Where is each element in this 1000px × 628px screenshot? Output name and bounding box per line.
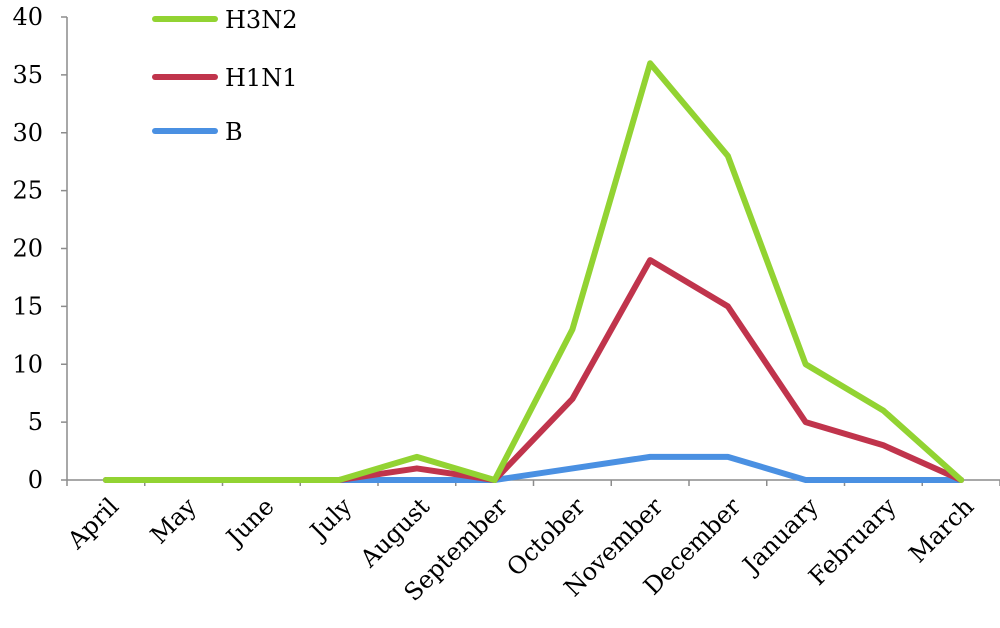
legend-label-b: B xyxy=(225,118,243,146)
y-tick-label: 40 xyxy=(12,3,43,31)
y-tick-label: 10 xyxy=(12,350,43,378)
x-tick-label: April xyxy=(62,492,125,555)
legend: H3N2 H1N1 B xyxy=(152,6,297,146)
x-tick-label: July xyxy=(303,492,358,547)
series-line-h1n1 xyxy=(102,257,965,483)
legend-label-h1n1: H1N1 xyxy=(225,64,297,92)
legend-label-h3n2: H3N2 xyxy=(225,6,297,34)
series-lines xyxy=(102,60,965,483)
y-tick-label: 5 xyxy=(28,408,43,436)
y-tick-label: 35 xyxy=(12,61,43,89)
y-tick-label: 30 xyxy=(12,119,43,147)
y-tick-label: 25 xyxy=(12,177,43,205)
y-tick-label: 15 xyxy=(12,292,43,320)
x-tick-label: March xyxy=(904,492,980,568)
x-tick-label: June xyxy=(219,492,280,553)
x-tick-label: May xyxy=(145,492,202,549)
series-line-b xyxy=(102,453,965,483)
y-tick-label: 0 xyxy=(28,466,43,494)
series-line-h3n2 xyxy=(102,60,965,483)
y-tick-label: 20 xyxy=(12,235,43,263)
